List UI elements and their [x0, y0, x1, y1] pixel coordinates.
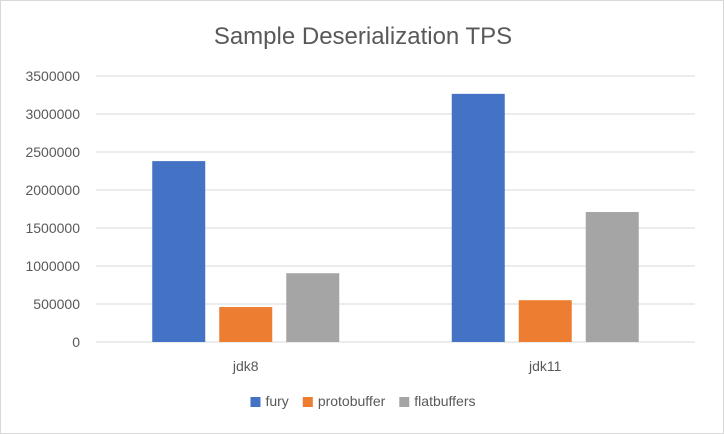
y-tick-label: 3500000 — [25, 68, 80, 84]
bar-flatbuffers-jdk11 — [585, 212, 639, 342]
y-tick-label: 2000000 — [25, 182, 80, 198]
y-tick-label: 500000 — [33, 296, 80, 312]
bar-fury-jdk11 — [451, 93, 505, 342]
chart-title: Sample Deserialization TPS — [214, 23, 512, 50]
x-tick-label: jdk8 — [232, 358, 259, 374]
legend-swatch — [399, 397, 410, 407]
bar-protobuffer-jdk8 — [219, 307, 273, 342]
legend-label: fury — [265, 393, 288, 409]
bar-flatbuffers-jdk8 — [286, 273, 340, 342]
y-tick-label: 2500000 — [25, 144, 80, 160]
legend: fury protobuffer flatbuffers — [250, 393, 476, 409]
legend-swatch — [250, 397, 261, 407]
y-tick-label: 1500000 — [25, 220, 80, 236]
legend-item: protobuffer — [302, 393, 386, 409]
y-axis-ticks: 0 500000 1000000 1500000 2000000 2500000 30000… — [25, 68, 80, 350]
legend-label: protobuffer — [318, 393, 386, 409]
y-tick-label: 1000000 — [25, 258, 80, 274]
x-tick-label: jdk11 — [528, 358, 562, 374]
legend-swatch — [302, 397, 313, 407]
x-axis-ticks: jdk8 jdk11 — [232, 358, 562, 374]
y-tick-label: 0 — [72, 334, 80, 350]
bar-protobuffer-jdk11 — [518, 300, 572, 342]
legend-item: flatbuffers — [399, 393, 476, 409]
legend-item: fury — [250, 393, 289, 409]
bars — [152, 93, 639, 342]
bar-fury-jdk8 — [152, 161, 206, 342]
legend-label: flatbuffers — [414, 393, 475, 409]
y-tick-label: 3000000 — [25, 106, 80, 122]
